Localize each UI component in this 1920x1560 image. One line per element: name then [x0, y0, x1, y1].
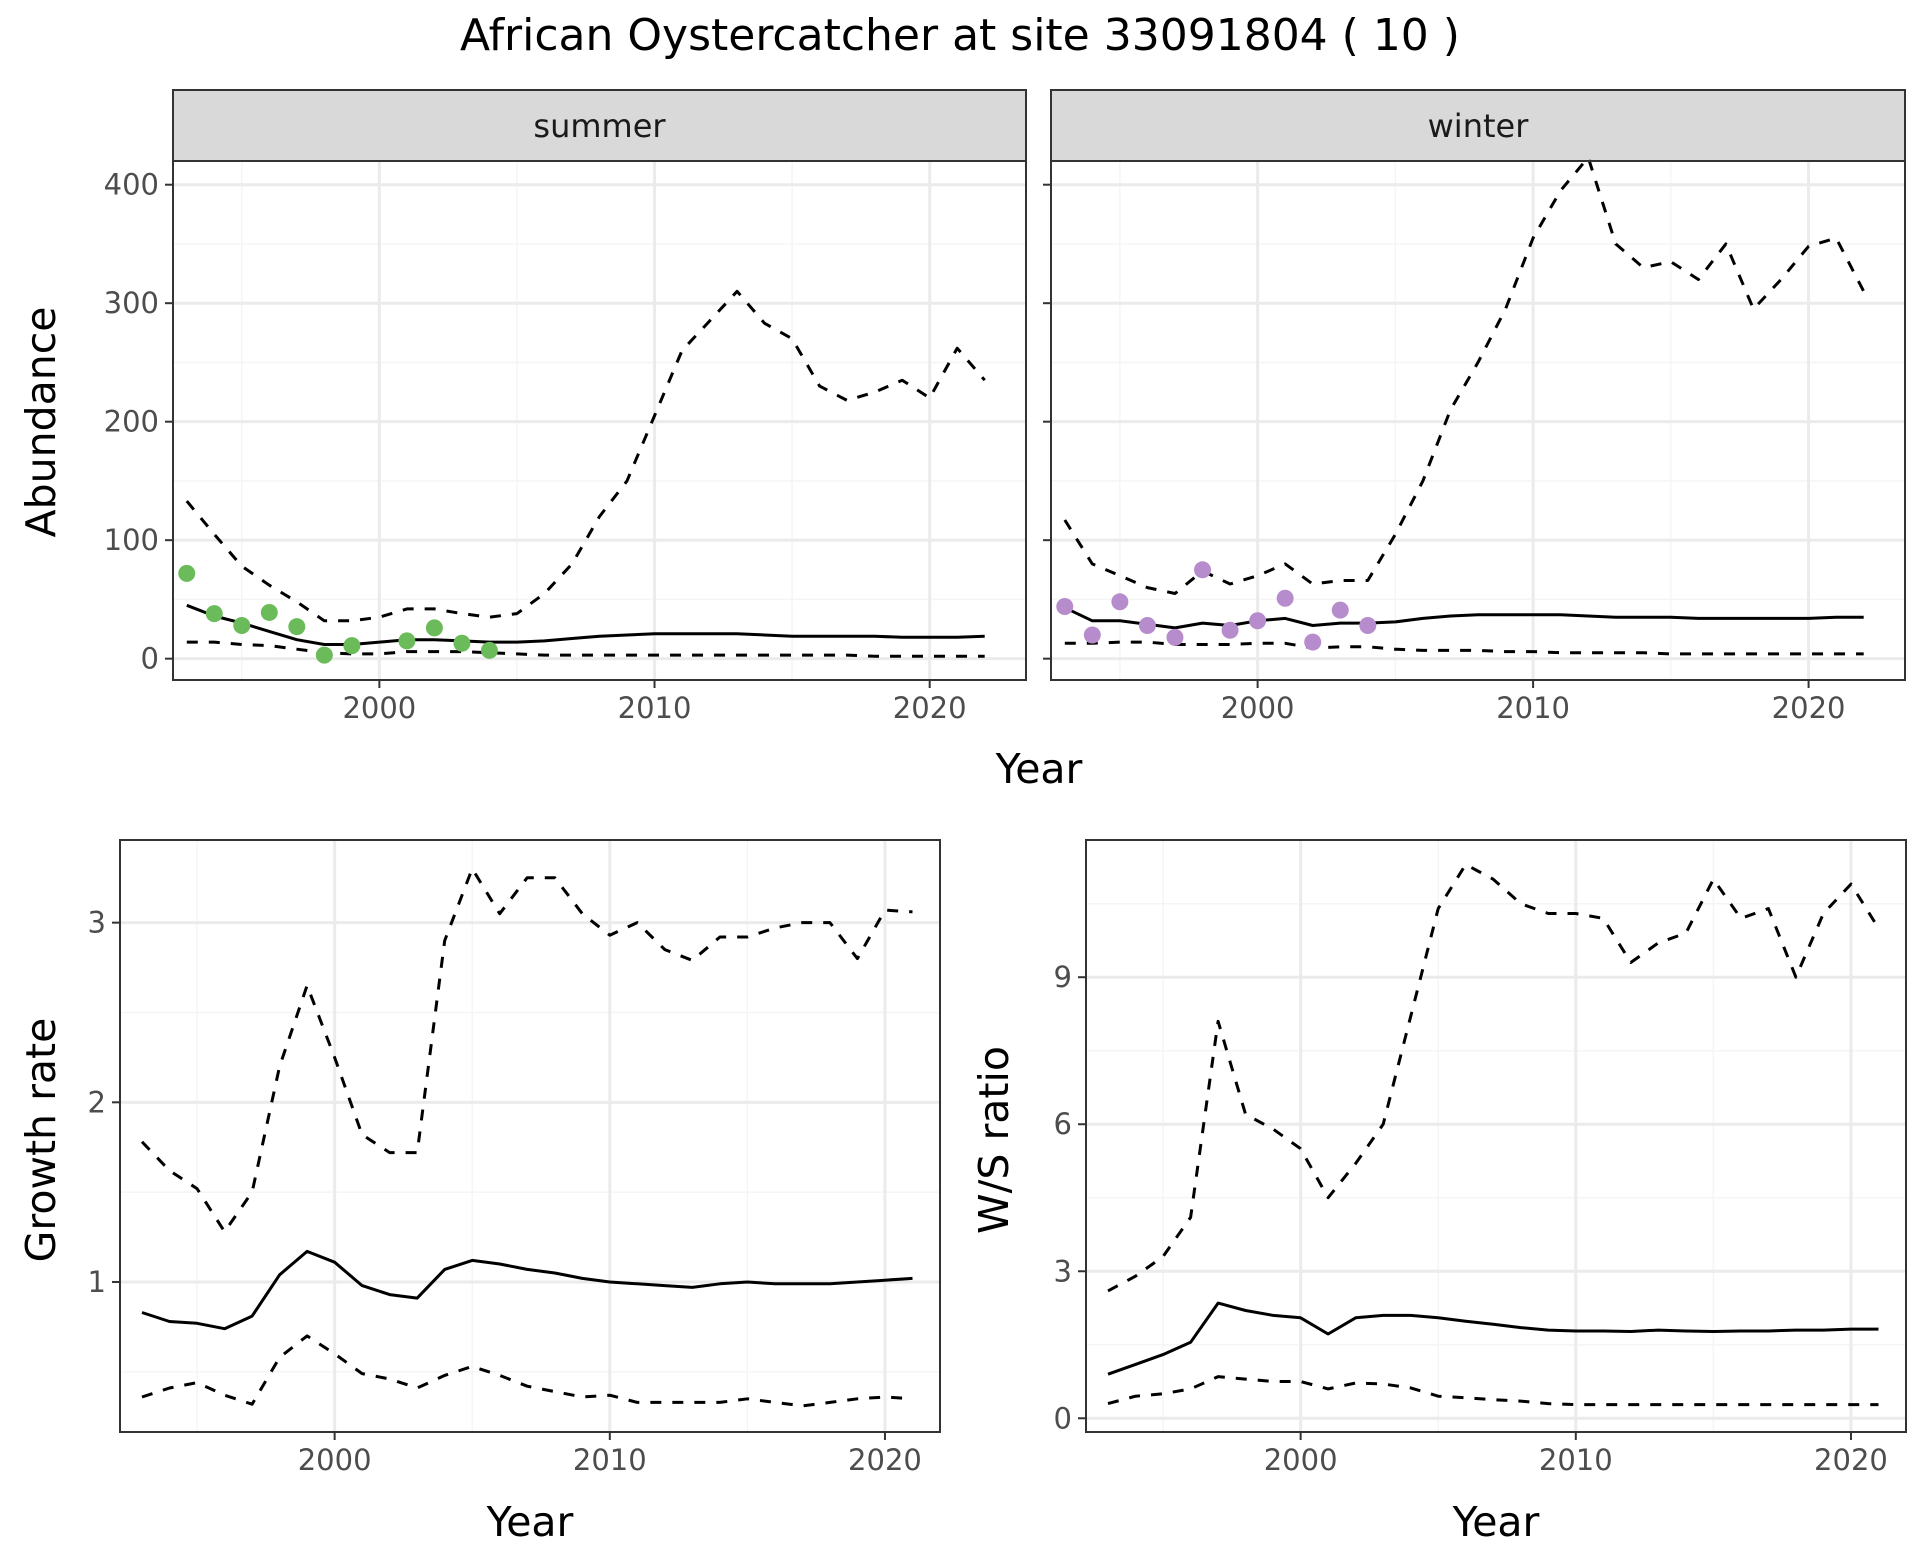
y-axis-title-growth-rate: Growth rate [17, 1018, 65, 1263]
series-mean-line [1107, 1301, 1879, 1376]
panel-border [172, 160, 1027, 681]
strip-winter [1050, 89, 1906, 162]
x-tick-label: 2010 [1539, 1443, 1613, 1477]
series-mean-line [1064, 606, 1864, 630]
plot-area-winter: 2000 2010 2020 [1043, 155, 1906, 725]
data-point [1221, 621, 1239, 639]
y-tick-label: 6 [1054, 1107, 1072, 1141]
x-tick-label: 2010 [1496, 691, 1570, 725]
x-tick-label: 2010 [573, 1443, 647, 1477]
series-lower-bound-line [1107, 1375, 1879, 1407]
data-point [1056, 598, 1074, 616]
series-mean-line [141, 1249, 913, 1331]
plot-area-growth-rate: 2000 2010 2020 1 2 3 [88, 839, 941, 1477]
series-lower-bound-line [141, 1334, 913, 1408]
x-tick-label: 2000 [1221, 691, 1295, 725]
data-point [1166, 628, 1184, 646]
x-axis-title-growth-rate: Year [486, 1498, 574, 1546]
x-tick-label: 2020 [1772, 691, 1846, 725]
x-tick-label: 2000 [298, 1443, 372, 1477]
y-tick-label: 1 [88, 1265, 106, 1299]
data-point [1083, 626, 1101, 644]
series-upper-bound-line [1107, 863, 1880, 1293]
plot-area-ws-ratio: 2000 2010 2020 0 3 6 9 [1054, 839, 1907, 1477]
y-tick-label: 3 [1054, 1254, 1072, 1288]
data-point [288, 618, 306, 636]
data-point [1249, 612, 1267, 630]
x-tick-label: 2020 [893, 691, 967, 725]
y-tick-label: 400 [104, 168, 159, 202]
panel-border [119, 839, 941, 1433]
x-tick-label: 2000 [1264, 1443, 1338, 1477]
strip-summer [172, 89, 1027, 162]
y-tick-label: 300 [104, 286, 159, 320]
data-point [398, 632, 416, 650]
series-lower-bound-line [186, 640, 985, 658]
y-axis-title-ws-ratio: W/S ratio [970, 1046, 1018, 1234]
x-axis-title-shared: Year [995, 745, 1083, 793]
data-point [480, 641, 498, 659]
data-point [1359, 616, 1377, 634]
y-axis-title-abundance: Abundance [17, 307, 65, 538]
x-tick-label: 2010 [618, 691, 692, 725]
x-axis-title-ws-ratio: Year [1452, 1498, 1540, 1546]
y-tick-label: 3 [88, 906, 106, 940]
panel-ws-ratio: 2000 2010 2020 0 3 6 9 W/S ratio Year [970, 839, 1907, 1546]
plot-area-summer: 2000 2010 2020 0 100 200 300 400 [104, 160, 1027, 725]
strip-label-summer: summer [533, 107, 666, 145]
data-point [260, 603, 278, 621]
panel-border [1085, 839, 1907, 1433]
y-tick-label: 200 [104, 405, 159, 439]
data-point [453, 634, 471, 652]
x-tick-label: 2000 [342, 691, 416, 725]
data-point [1138, 616, 1156, 634]
data-point [425, 619, 443, 637]
strip-label-winter: winter [1428, 107, 1530, 145]
y-tick-label: 100 [104, 523, 159, 557]
series-upper-bound-line [140, 867, 913, 1234]
y-tick-label: 0 [141, 642, 159, 676]
y-tick-label: 9 [1054, 960, 1072, 994]
series-lower-bound-line [1064, 640, 1864, 656]
y-tick-label: 2 [88, 1085, 106, 1119]
data-point [205, 605, 223, 623]
chart-title: African Oystercatcher at site 33091804 (… [460, 10, 1460, 61]
x-tick-label: 2020 [1814, 1443, 1888, 1477]
panel-growth-rate: 2000 2010 2020 1 2 3 Growth rate Year [17, 839, 941, 1546]
y-tick-label: 0 [1054, 1401, 1072, 1435]
data-point [178, 564, 196, 582]
data-point [343, 637, 361, 655]
data-point [1111, 593, 1129, 611]
data-point [1331, 601, 1349, 619]
data-point [1304, 633, 1322, 651]
panel-summer-abundance: summer 2000 2010 2020 0 100 200 300 400 Abundan… [17, 89, 1027, 725]
series-mean-line [186, 603, 985, 646]
data-point [315, 646, 333, 664]
data-point [1276, 589, 1294, 607]
data-point [233, 616, 251, 634]
panel-winter-abundance: winter 2000 2010 2020 [1043, 89, 1906, 725]
panel-border [1050, 160, 1906, 681]
x-tick-label: 2020 [848, 1443, 922, 1477]
series-upper-bound-line [185, 289, 986, 623]
series-upper-bound-line [1063, 155, 1866, 595]
data-point [1194, 561, 1212, 579]
